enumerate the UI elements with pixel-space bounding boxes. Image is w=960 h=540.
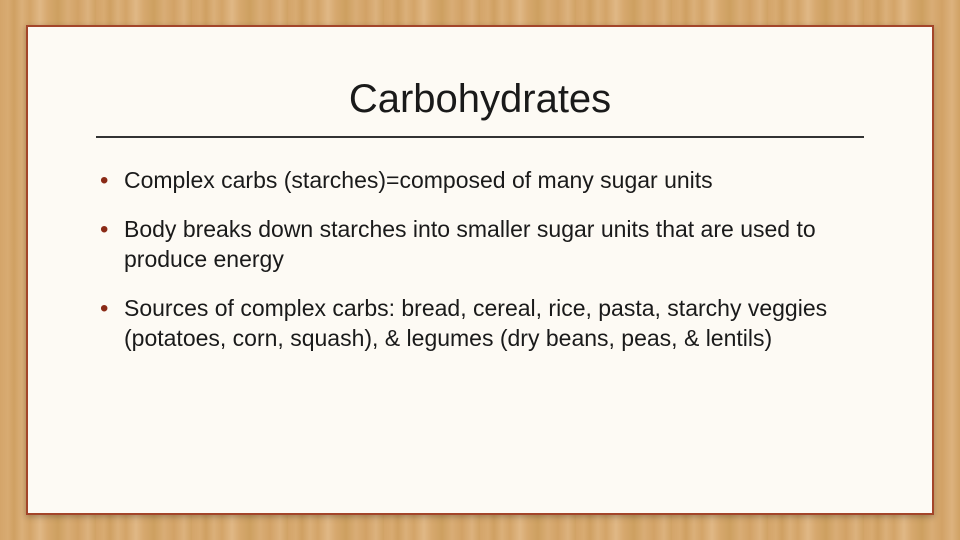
slide-title: Carbohydrates [96, 77, 864, 122]
bullet-list: Complex carbs (starches)=composed of man… [96, 166, 864, 373]
list-item: Body breaks down starches into smaller s… [96, 215, 864, 274]
wood-background: Carbohydrates Complex carbs (starches)=c… [0, 0, 960, 540]
list-item: Sources of complex carbs: bread, cereal,… [96, 294, 864, 353]
title-underline [96, 136, 864, 138]
list-item: Complex carbs (starches)=composed of man… [96, 166, 864, 195]
slide-card: Carbohydrates Complex carbs (starches)=c… [26, 25, 934, 515]
